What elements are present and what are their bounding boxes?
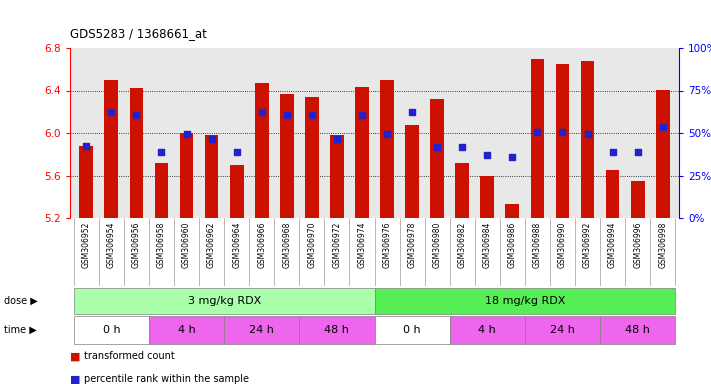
FancyBboxPatch shape	[149, 316, 224, 344]
Point	[356, 112, 368, 118]
Bar	[80, 146, 93, 218]
Text: GSM306986: GSM306986	[508, 222, 517, 268]
Bar	[230, 165, 244, 218]
Text: 3 mg/kg RDX: 3 mg/kg RDX	[188, 296, 261, 306]
FancyBboxPatch shape	[74, 288, 375, 314]
Text: 0 h: 0 h	[403, 325, 421, 335]
Text: 0 h: 0 h	[102, 325, 120, 335]
Text: GSM306976: GSM306976	[383, 222, 392, 268]
Point	[281, 112, 292, 118]
Bar	[506, 204, 519, 218]
Text: 4 h: 4 h	[178, 325, 196, 335]
Point	[106, 109, 117, 115]
Point	[156, 149, 167, 155]
Text: GSM306994: GSM306994	[608, 222, 617, 268]
Text: GSM306966: GSM306966	[257, 222, 266, 268]
Text: GSM306964: GSM306964	[232, 222, 241, 268]
Text: percentile rank within the sample: percentile rank within the sample	[84, 374, 250, 384]
Point	[331, 136, 343, 142]
Point	[256, 109, 267, 115]
Bar	[255, 83, 269, 218]
Bar	[105, 80, 118, 218]
FancyBboxPatch shape	[449, 316, 525, 344]
Point	[80, 143, 92, 149]
Bar	[380, 80, 394, 218]
Point	[456, 144, 468, 150]
Point	[582, 131, 593, 137]
Bar	[455, 163, 469, 218]
Bar	[405, 124, 419, 218]
Point	[432, 144, 443, 150]
Text: dose ▶: dose ▶	[4, 296, 37, 306]
Point	[231, 149, 242, 155]
Text: GSM306952: GSM306952	[82, 222, 91, 268]
Point	[407, 109, 418, 115]
FancyBboxPatch shape	[525, 316, 600, 344]
Bar	[180, 133, 193, 218]
Text: GSM306970: GSM306970	[307, 222, 316, 268]
Text: GSM306978: GSM306978	[407, 222, 417, 268]
Bar	[481, 175, 494, 218]
Point	[607, 149, 619, 155]
Text: GSM306974: GSM306974	[358, 222, 366, 268]
Bar	[129, 88, 144, 218]
Point	[532, 129, 543, 135]
FancyBboxPatch shape	[299, 316, 375, 344]
Point	[131, 112, 142, 118]
Text: ■: ■	[70, 374, 80, 384]
Text: time ▶: time ▶	[4, 325, 36, 335]
Point	[557, 129, 568, 135]
Text: GDS5283 / 1368661_at: GDS5283 / 1368661_at	[70, 27, 207, 40]
Bar	[606, 170, 619, 218]
Text: 48 h: 48 h	[625, 325, 650, 335]
Text: GSM306992: GSM306992	[583, 222, 592, 268]
Bar	[355, 87, 369, 218]
Point	[306, 112, 318, 118]
Point	[206, 136, 218, 142]
Point	[657, 124, 668, 130]
Text: 4 h: 4 h	[479, 325, 496, 335]
Text: ■: ■	[70, 351, 80, 361]
Text: GSM306956: GSM306956	[132, 222, 141, 268]
Point	[181, 131, 192, 137]
Bar	[205, 135, 218, 218]
Bar	[154, 163, 169, 218]
Text: GSM306998: GSM306998	[658, 222, 667, 268]
Bar	[280, 94, 294, 218]
Text: 24 h: 24 h	[250, 325, 274, 335]
Point	[381, 131, 392, 137]
Bar	[305, 97, 319, 218]
Bar	[631, 181, 645, 218]
FancyBboxPatch shape	[224, 316, 299, 344]
Bar	[656, 91, 670, 218]
Bar	[555, 64, 570, 218]
Point	[507, 154, 518, 161]
Bar	[581, 61, 594, 218]
Text: GSM306982: GSM306982	[458, 222, 466, 268]
Text: GSM306972: GSM306972	[333, 222, 341, 268]
FancyBboxPatch shape	[375, 288, 675, 314]
FancyBboxPatch shape	[74, 316, 149, 344]
Text: GSM306990: GSM306990	[558, 222, 567, 268]
Text: 48 h: 48 h	[324, 325, 349, 335]
Text: GSM306960: GSM306960	[182, 222, 191, 268]
Text: 24 h: 24 h	[550, 325, 575, 335]
Text: GSM306968: GSM306968	[282, 222, 292, 268]
Text: GSM306962: GSM306962	[207, 222, 216, 268]
Text: GSM306984: GSM306984	[483, 222, 492, 268]
FancyBboxPatch shape	[375, 316, 449, 344]
Point	[632, 149, 643, 155]
Text: GSM306980: GSM306980	[433, 222, 442, 268]
FancyBboxPatch shape	[600, 316, 675, 344]
Point	[481, 152, 493, 158]
Text: GSM306958: GSM306958	[157, 222, 166, 268]
Text: transformed count: transformed count	[84, 351, 175, 361]
Bar	[330, 135, 344, 218]
Bar	[530, 59, 545, 218]
Text: GSM306954: GSM306954	[107, 222, 116, 268]
Text: GSM306988: GSM306988	[533, 222, 542, 268]
Text: 18 mg/kg RDX: 18 mg/kg RDX	[485, 296, 565, 306]
Text: GSM306996: GSM306996	[634, 222, 642, 268]
Bar	[430, 99, 444, 218]
